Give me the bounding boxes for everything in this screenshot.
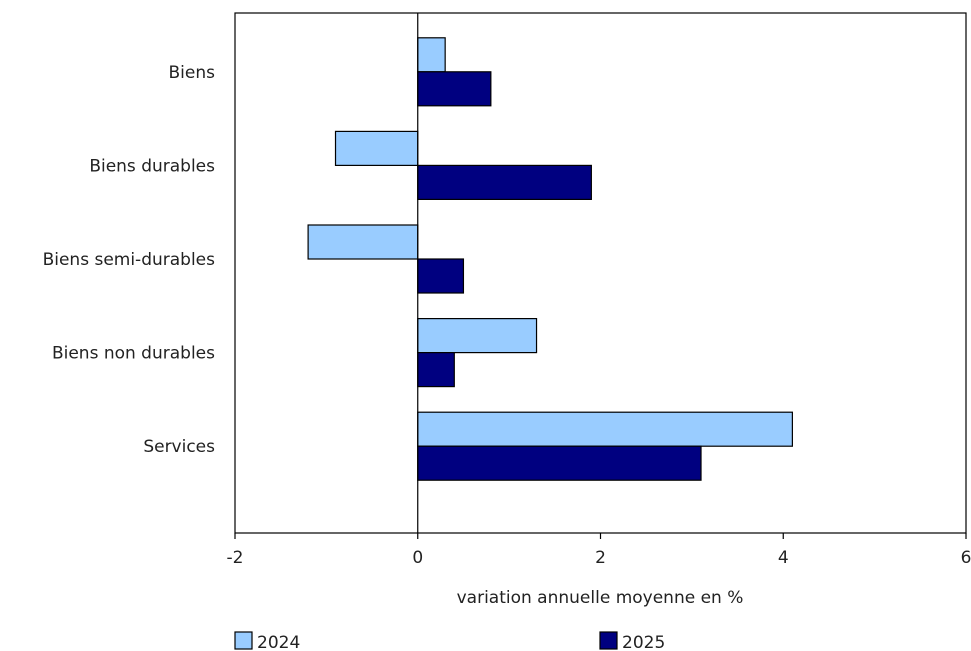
x-tick-label-2: 2 [595, 548, 606, 568]
bar-2024-biens-non-durables [417, 318, 538, 354]
bar-2025-biens-durables [417, 164, 592, 200]
category-label-biens-durables: Biens durables [89, 156, 215, 176]
bar-2025-biens [417, 71, 492, 107]
x-axis-ticks: -2 0 2 4 6 [227, 533, 971, 568]
x-tick-label-4: 4 [778, 548, 789, 568]
x-axis-label: variation annuelle moyenne en % [457, 588, 744, 608]
bars-layer [307, 37, 793, 481]
category-label-biens: Biens [169, 63, 216, 83]
category-label-services: Services [143, 437, 215, 457]
category-labels: Biens Biens durables Biens semi-durables Bi… [43, 63, 216, 457]
bar-2024-biens [417, 37, 446, 73]
legend: 2024 2025 [234, 631, 665, 651]
bar-2024-biens-durables [334, 130, 419, 166]
bar-2024-services [417, 411, 793, 447]
legend-swatch-2024 [234, 631, 253, 650]
legend-swatch-2025 [599, 631, 618, 650]
x-tick-label-minus-2: -2 [227, 548, 244, 568]
legend-label-2024: 2024 [257, 633, 300, 651]
x-tick-label-6: 6 [961, 548, 971, 568]
bar-2025-services [417, 445, 702, 481]
bar-2025-biens-non-durables [417, 352, 455, 388]
legend-label-2025: 2025 [622, 633, 665, 651]
category-label-biens-semi-durables: Biens semi-durables [43, 250, 216, 270]
bar-2024-biens-semi-durables [307, 224, 419, 260]
bar-2025-biens-semi-durables [417, 258, 465, 294]
x-tick-label-0: 0 [412, 548, 423, 568]
category-label-biens-non-durables: Biens non durables [52, 344, 215, 364]
